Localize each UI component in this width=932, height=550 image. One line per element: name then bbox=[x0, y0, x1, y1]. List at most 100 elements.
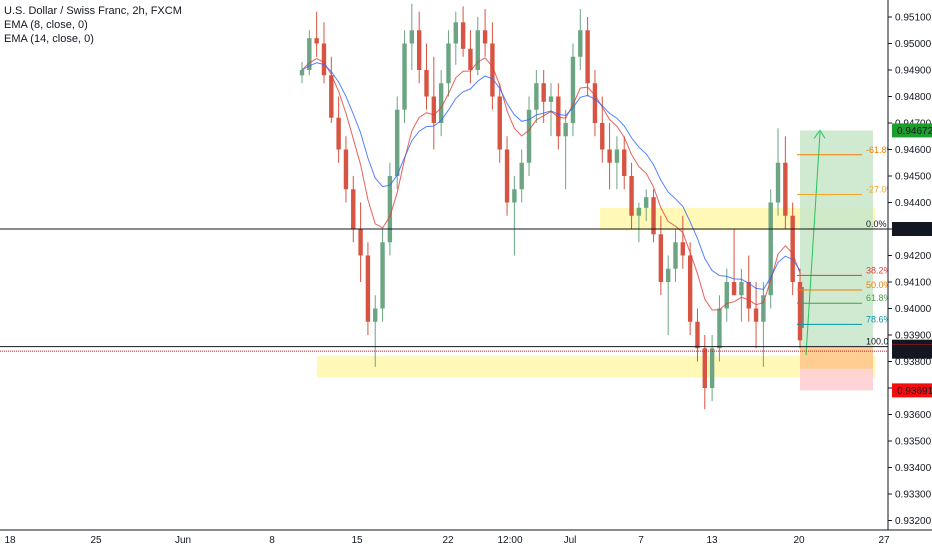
fib-level-label: 50.0% bbox=[866, 280, 892, 290]
price-label-box bbox=[892, 344, 932, 359]
candle-body bbox=[739, 282, 744, 296]
indicator-ema-14[interactable]: EMA (14, close, 0) bbox=[4, 33, 94, 45]
candle-body bbox=[299, 70, 305, 76]
candle-body bbox=[636, 207, 642, 216]
time-tick-label: Jul bbox=[564, 535, 577, 546]
time-tick-label: 27 bbox=[878, 535, 890, 546]
candle-body bbox=[717, 308, 722, 349]
price-tick-label: 0.94000 bbox=[895, 304, 932, 315]
candle-body bbox=[380, 242, 385, 309]
fib-level-label: 100.0% bbox=[866, 337, 897, 347]
candle-body bbox=[548, 96, 554, 102]
candle-body bbox=[431, 96, 437, 123]
candle-body bbox=[373, 308, 378, 322]
price-tick-label: 0.94900 bbox=[895, 66, 932, 77]
price-tick-label: 0.94500 bbox=[895, 172, 932, 183]
ema-lines bbox=[301, 57, 801, 311]
time-axis[interactable]: 18 25 Jun 8 15 22 12:00 Jul 7 13 20 27 bbox=[0, 529, 932, 550]
candle-body bbox=[504, 149, 510, 203]
price-label-box bbox=[892, 123, 932, 138]
candle-body bbox=[665, 268, 671, 282]
candle-body bbox=[695, 321, 700, 349]
time-tick-label: 13 bbox=[706, 535, 718, 546]
price-tick-label: 0.94600 bbox=[895, 145, 932, 156]
price-tick-label: 0.93500 bbox=[895, 437, 932, 448]
candle-body bbox=[578, 30, 583, 57]
price-tick-label: 0.93400 bbox=[895, 463, 932, 474]
candle-body bbox=[358, 229, 363, 256]
price-tick-label: 0.95000 bbox=[895, 39, 932, 50]
candle-body bbox=[365, 255, 371, 322]
price-tick-label: 0.95100 bbox=[895, 13, 932, 24]
time-tick-label: 25 bbox=[90, 535, 102, 546]
candle-body bbox=[775, 162, 781, 203]
fib-level-label: -61.8% bbox=[866, 145, 895, 155]
candle-body bbox=[321, 43, 327, 76]
candle-body bbox=[424, 70, 429, 97]
candle-body bbox=[307, 38, 312, 70]
horizontal-lines[interactable] bbox=[0, 228, 888, 352]
time-tick-label: 20 bbox=[793, 535, 805, 546]
candle-body bbox=[570, 56, 576, 123]
candle-body bbox=[790, 215, 795, 282]
candle-body bbox=[475, 30, 480, 70]
price-tick-label: 0.94100 bbox=[895, 278, 932, 289]
candle-body bbox=[534, 83, 539, 110]
price-label-text: 0.94300 bbox=[897, 225, 932, 236]
fib-level-label: 78.6% bbox=[866, 314, 892, 324]
candle-body bbox=[343, 149, 349, 190]
candle-body bbox=[395, 109, 400, 176]
indicator-ema-8[interactable]: EMA (8, close, 0) bbox=[4, 19, 88, 31]
price-tick-label: 0.94400 bbox=[895, 198, 932, 209]
long-position-tool[interactable] bbox=[800, 129, 873, 391]
candle-body bbox=[614, 149, 620, 163]
candle-body bbox=[783, 162, 788, 216]
candle-body bbox=[768, 202, 773, 296]
candle-body bbox=[680, 242, 686, 256]
candle-body bbox=[585, 30, 590, 84]
time-tick-label: 15 bbox=[351, 535, 363, 546]
candle-body bbox=[351, 189, 356, 229]
time-tick-label: 8 bbox=[269, 535, 275, 546]
candle-body bbox=[651, 197, 656, 235]
candle-body bbox=[702, 348, 707, 388]
projection-arrow bbox=[813, 129, 826, 139]
symbol-title[interactable]: U.S. Dollar / Swiss Franc, 2h, FXCM bbox=[4, 5, 182, 17]
candle-body bbox=[416, 30, 422, 70]
candle-body bbox=[592, 83, 598, 123]
candle-body bbox=[387, 176, 393, 243]
candle-body bbox=[460, 22, 466, 49]
candle-body bbox=[673, 242, 678, 269]
price-tick-label: 0.94800 bbox=[895, 92, 932, 103]
candle-body bbox=[797, 282, 803, 341]
price-label-text: 0.94672 bbox=[897, 126, 932, 137]
candle-body bbox=[438, 83, 444, 123]
fibonacci-retracement[interactable]: -61.8% -27.0% 0.0% 38.2% 50.0% 61.8% 78.6% 100.… bbox=[797, 145, 897, 347]
candle-body bbox=[409, 30, 415, 44]
candle-body bbox=[556, 96, 561, 137]
candle-body bbox=[541, 83, 546, 102]
projection-line bbox=[805, 132, 821, 356]
candle-body bbox=[644, 197, 649, 208]
candle-body bbox=[658, 234, 664, 282]
price-tick-label: 0.93800 bbox=[895, 357, 932, 368]
price-tick-label: 0.93900 bbox=[895, 331, 932, 342]
candle-body bbox=[563, 123, 568, 137]
candle-body bbox=[731, 282, 737, 296]
price-tick-label: 0.94200 bbox=[895, 251, 932, 262]
candle-body bbox=[622, 149, 627, 176]
candle-body bbox=[629, 176, 634, 216]
price-label-box bbox=[892, 222, 932, 236]
candlestick-series bbox=[299, 3, 803, 410]
ema-8-line bbox=[301, 57, 801, 311]
price-label-text: 0.93837 bbox=[897, 347, 932, 358]
fib-level-label: 0.0% bbox=[866, 219, 887, 229]
price-axis[interactable]: 0.951000.950000.949000.948000.947000.946… bbox=[887, 0, 932, 550]
candle-body bbox=[482, 30, 488, 44]
time-axis-bg bbox=[0, 530, 932, 550]
price-tick-label: 0.93200 bbox=[895, 516, 932, 527]
candle-body bbox=[402, 43, 407, 110]
candle-body bbox=[468, 48, 473, 70]
ema-14-line bbox=[301, 62, 801, 290]
